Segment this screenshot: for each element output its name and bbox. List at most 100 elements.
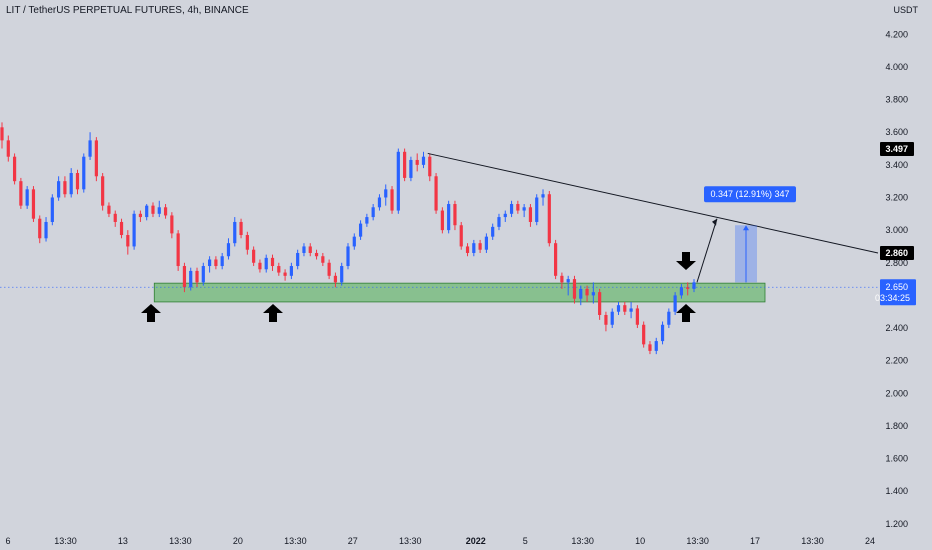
up-arrow-icon — [141, 304, 161, 322]
candle-body — [535, 197, 539, 222]
price-tick-label: 1.400 — [885, 486, 908, 496]
time-tick-label: 17 — [750, 536, 760, 546]
time-tick-label: 13:30 — [801, 536, 824, 546]
candle-body — [377, 197, 382, 208]
candle-body — [660, 324, 665, 342]
measure-arrowhead — [743, 225, 749, 231]
candle-body — [503, 213, 507, 218]
price-axis[interactable]: 4.200 4.000 3.800 3.600 3.400 3.200 3.000 2.800… — [875, 29, 916, 529]
symbol-title[interactable]: LIT / TetherUS PERPETUAL FUTURES, 4h, BI… — [6, 5, 249, 16]
candle-body — [554, 243, 558, 276]
support-zone-layer — [153, 282, 766, 303]
candle-body — [384, 189, 388, 198]
candle-body — [579, 288, 583, 299]
price-tick-label: 4.200 — [885, 29, 908, 39]
drawings-layer: 0.347 (12.91%) 347 — [0, 152, 879, 322]
candle-body — [591, 292, 595, 296]
time-tick-label: 20 — [233, 536, 243, 546]
candle-body — [585, 288, 589, 296]
candle-body — [239, 221, 243, 236]
candle-body — [308, 246, 312, 253]
candle-body — [201, 266, 205, 283]
time-tick-label: 13:30 — [686, 536, 709, 546]
candle-body — [182, 266, 187, 288]
candle-body — [497, 217, 501, 227]
candle-body — [528, 207, 533, 222]
candle-body — [686, 287, 690, 289]
candle-body — [0, 127, 4, 141]
price-tick-label: 2.400 — [885, 323, 908, 333]
candle-body — [270, 257, 275, 267]
candle-body — [170, 215, 174, 234]
candle-body — [277, 266, 281, 273]
candle-body — [69, 173, 73, 195]
candle-body — [472, 243, 476, 253]
candle-body — [635, 308, 639, 325]
candle-body — [126, 235, 130, 247]
price-marker-box — [880, 245, 914, 260]
candle-body — [82, 156, 86, 190]
price-tick-label: 3.000 — [885, 225, 908, 235]
last-price-label: 2.650 — [885, 282, 908, 292]
candle-body — [296, 252, 300, 267]
price-tick-label: 2.000 — [885, 388, 908, 398]
time-tick-label: 13:30 — [284, 536, 307, 546]
candle-body — [314, 252, 319, 257]
up-arrow-icon — [676, 304, 696, 322]
price-tick-label: 3.800 — [885, 95, 908, 105]
candle-body — [258, 262, 262, 270]
price-tick-label: 3.200 — [885, 192, 908, 202]
candle-body — [623, 305, 627, 312]
candle-body — [421, 156, 426, 165]
candle-body — [208, 259, 212, 267]
candle-body — [491, 226, 495, 237]
candle-body — [654, 341, 658, 351]
time-tick-label: 13:30 — [54, 536, 77, 546]
candle-body — [509, 204, 514, 214]
candle-body — [371, 207, 375, 218]
price-tick-label: 1.800 — [885, 421, 908, 431]
price-tick-label: 1.600 — [885, 454, 908, 464]
candle-body — [572, 279, 577, 299]
candle-body — [63, 181, 67, 195]
time-axis[interactable]: 6 13:30 13 13:30 20 13:30 27 13:30 2022 5 13:30 10 1… — [5, 536, 875, 546]
candle-body — [327, 262, 331, 276]
support-zone — [153, 282, 766, 303]
candle-body — [629, 308, 633, 312]
candle-body — [604, 314, 608, 325]
candle-body — [145, 205, 149, 218]
candle-body — [44, 221, 48, 239]
price-tick-label: 2.200 — [885, 356, 908, 366]
candle-body — [321, 256, 325, 263]
candle-body — [220, 256, 224, 267]
candle-body — [283, 272, 287, 276]
candle-body — [352, 236, 356, 247]
candle-body — [616, 305, 621, 312]
candle-body — [75, 173, 80, 190]
candle-body — [138, 213, 142, 218]
measure-label-box — [704, 186, 796, 203]
time-tick-label: 13:30 — [399, 536, 422, 546]
candle-body — [176, 233, 180, 267]
up-arrow-icon — [263, 304, 283, 322]
candle-body — [598, 292, 602, 315]
candle-body — [403, 151, 407, 178]
time-tick-label: 2022 — [466, 536, 486, 546]
candle-body — [132, 213, 136, 247]
candle-body — [566, 279, 570, 283]
trendline — [427, 152, 879, 254]
price-tick-label: 1.200 — [885, 519, 908, 529]
candle-body — [560, 275, 564, 283]
projection-arrow-line — [696, 218, 718, 283]
candle-body — [226, 243, 231, 257]
candle-body — [610, 311, 614, 325]
candles-layer — [0, 122, 696, 355]
candle-body — [333, 275, 338, 283]
time-tick-label: 13:30 — [169, 536, 192, 546]
candle-body — [252, 249, 256, 263]
candle-body — [453, 204, 457, 226]
candle-body — [447, 204, 451, 231]
candle-body — [484, 236, 488, 250]
candle-body — [346, 246, 350, 267]
